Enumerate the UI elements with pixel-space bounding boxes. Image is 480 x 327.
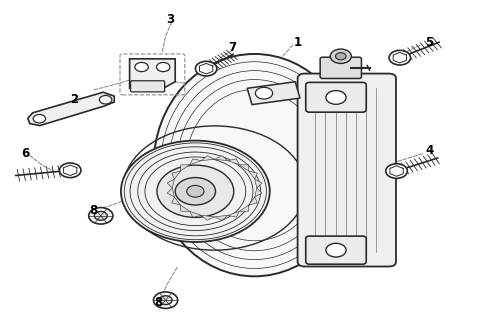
Circle shape xyxy=(157,165,234,217)
Circle shape xyxy=(326,243,346,257)
Text: 8: 8 xyxy=(89,204,98,217)
Polygon shape xyxy=(255,179,262,188)
Text: 5: 5 xyxy=(425,36,434,49)
Polygon shape xyxy=(202,215,215,220)
Polygon shape xyxy=(172,171,180,179)
Circle shape xyxy=(255,87,273,99)
Polygon shape xyxy=(247,82,300,105)
Circle shape xyxy=(154,292,178,308)
Circle shape xyxy=(99,95,112,104)
Polygon shape xyxy=(228,159,240,165)
Polygon shape xyxy=(215,215,228,220)
Circle shape xyxy=(175,178,216,205)
Polygon shape xyxy=(28,92,114,126)
Text: 2: 2 xyxy=(71,93,78,106)
Text: 8: 8 xyxy=(154,296,163,309)
Polygon shape xyxy=(249,197,257,205)
Circle shape xyxy=(195,61,217,76)
Circle shape xyxy=(386,164,408,178)
Circle shape xyxy=(135,62,148,72)
Polygon shape xyxy=(190,211,202,217)
Circle shape xyxy=(326,91,346,104)
FancyBboxPatch shape xyxy=(306,82,366,112)
Polygon shape xyxy=(167,179,174,188)
Text: 6: 6 xyxy=(21,147,29,160)
Polygon shape xyxy=(249,171,257,179)
FancyBboxPatch shape xyxy=(298,74,396,267)
Circle shape xyxy=(159,296,172,305)
Polygon shape xyxy=(180,165,190,171)
Ellipse shape xyxy=(154,54,355,276)
Polygon shape xyxy=(240,165,249,171)
Text: 3: 3 xyxy=(167,13,174,26)
Circle shape xyxy=(60,163,81,178)
Circle shape xyxy=(330,49,351,63)
Text: 7: 7 xyxy=(229,41,237,54)
Polygon shape xyxy=(130,59,175,88)
Polygon shape xyxy=(255,188,262,197)
Text: 1: 1 xyxy=(294,36,301,49)
Polygon shape xyxy=(180,205,190,211)
Circle shape xyxy=(389,50,410,65)
Circle shape xyxy=(89,208,113,224)
FancyBboxPatch shape xyxy=(131,81,165,92)
Circle shape xyxy=(336,53,346,60)
Polygon shape xyxy=(172,197,180,205)
Polygon shape xyxy=(215,156,228,161)
Circle shape xyxy=(33,114,46,123)
Polygon shape xyxy=(167,188,174,197)
Circle shape xyxy=(121,141,270,242)
Polygon shape xyxy=(228,211,240,217)
Circle shape xyxy=(156,62,170,72)
Polygon shape xyxy=(190,159,202,165)
Polygon shape xyxy=(240,205,249,211)
Polygon shape xyxy=(202,156,215,161)
Circle shape xyxy=(187,185,204,197)
FancyBboxPatch shape xyxy=(306,236,366,264)
Circle shape xyxy=(94,211,108,220)
Text: 4: 4 xyxy=(425,144,434,157)
FancyBboxPatch shape xyxy=(320,57,361,78)
